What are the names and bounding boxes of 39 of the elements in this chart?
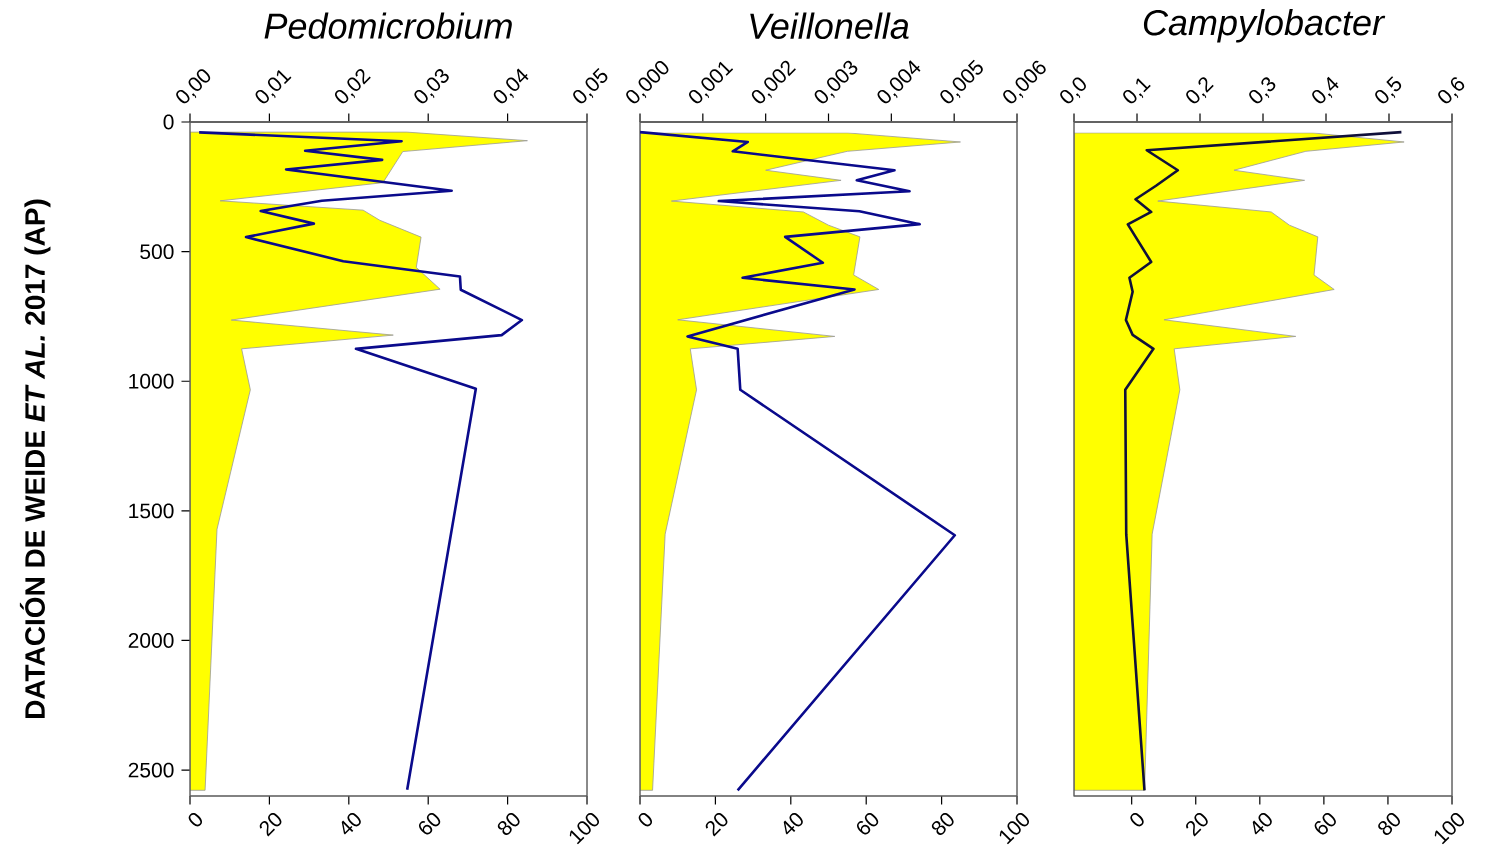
x-tick-label: 40	[341, 812, 361, 835]
x-tick-label: 60	[1314, 812, 1336, 835]
x2-tick-label: 0,1	[1123, 78, 1151, 104]
x2-tick-label: 0,01	[255, 69, 292, 104]
x-tick-label: 40	[1252, 812, 1272, 835]
x-tick-label: 20	[259, 812, 282, 837]
x2-tick-label: 0,00	[176, 69, 211, 104]
x-tick-label: 0	[188, 812, 203, 827]
x2-tick-label: 0,5	[1375, 76, 1402, 104]
y-tick-label: 1000	[129, 373, 174, 389]
x-tick-label: 100	[1434, 812, 1465, 845]
y-tick-label: 1500	[129, 503, 174, 519]
y-tick-label: 500	[140, 244, 174, 260]
y-tick-label: 2500	[128, 762, 174, 778]
chart-title: Veillonella	[750, 12, 909, 39]
y-tick-label: 0	[163, 114, 174, 130]
x2-tick-label: 0,02	[334, 69, 371, 104]
x-tick-label: 60	[418, 812, 441, 835]
x-tick-label: 80	[497, 812, 520, 835]
x-tick-label: 80	[931, 812, 954, 835]
chart-title: Pedomicrobium	[264, 12, 512, 39]
y-axis-title: DATACIÓN DE WEIDE ET AL. 2017 (AP)	[19, 199, 51, 718]
x-tick-label: 20	[1186, 812, 1208, 837]
x-tick-label: 20	[705, 812, 728, 837]
x-tick-label: 40	[783, 812, 803, 835]
x2-tick-label: 0,2	[1186, 77, 1214, 104]
x-tick-label: 100	[569, 812, 600, 845]
chart-title: Campylobacter	[1143, 8, 1386, 43]
x2-tick-label: 0,0	[1060, 77, 1086, 104]
x2-tick-label: 0,3	[1249, 77, 1276, 104]
x2-tick-label: 0,6	[1438, 77, 1465, 104]
x2-tick-label: 0,03	[414, 69, 449, 104]
x-tick-label: 60	[856, 812, 879, 835]
x-tick-label: 0	[1130, 812, 1144, 827]
x2-tick-label: 0,4	[1312, 76, 1339, 104]
x-tick-label: 0	[638, 812, 653, 827]
x-tick-label: 100	[999, 812, 1030, 845]
x-tick-label: 80	[1378, 812, 1400, 835]
y-tick-label: 2000	[128, 633, 174, 648]
